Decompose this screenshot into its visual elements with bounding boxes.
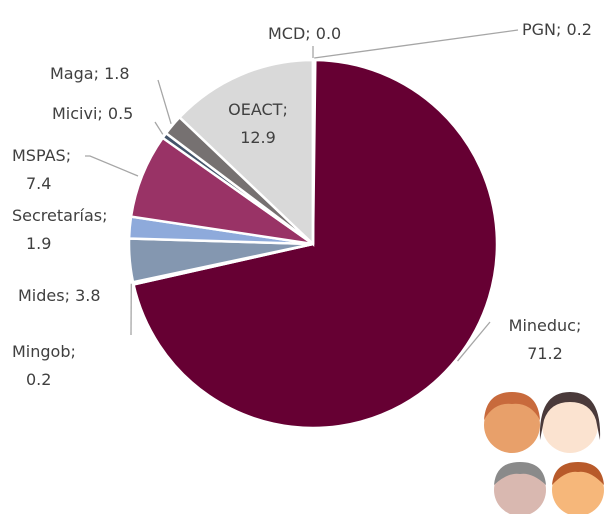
data-label: Mides; 3.8: [18, 286, 101, 305]
leader-line: [457, 321, 491, 362]
value-label: 7.4: [26, 174, 51, 193]
category-label: MCD: [268, 24, 305, 43]
category-label: Secretarías: [12, 206, 102, 225]
value-label: 3.8: [75, 286, 100, 305]
data-label: Mingob; 0.2: [12, 342, 76, 389]
data-label: Micivi; 0.5: [52, 104, 133, 123]
data-label: Maga; 1.8: [50, 64, 130, 83]
category-label: Mides: [18, 286, 65, 305]
category-label: PGN: [522, 20, 556, 39]
category-label: Micivi: [52, 104, 97, 123]
data-label: PGN; 0.2: [522, 20, 592, 39]
slice: [177, 58, 315, 247]
data-label: Mineduc; 71.2: [509, 316, 582, 363]
value-label: 0.2: [26, 370, 51, 389]
leader-line: [154, 121, 164, 135]
value-label: 0.2: [567, 20, 592, 39]
category-label: MSPAS: [12, 146, 66, 165]
people-icon: [484, 392, 604, 514]
value-label: 1.9: [26, 234, 51, 253]
value-label: 0.0: [316, 24, 341, 43]
value-label: 71.2: [527, 344, 563, 363]
value-label: 12.9: [240, 128, 276, 147]
leader-line: [85, 155, 139, 177]
value-label: 0.5: [108, 104, 133, 123]
category-label: Mineduc: [509, 316, 576, 335]
value-label: 1.8: [104, 64, 129, 83]
slice: [132, 58, 499, 430]
category-label: Mingob: [12, 342, 71, 361]
leader-line: [157, 79, 172, 124]
leader-line: [314, 29, 519, 59]
data-label: Secretarías; 1.9: [12, 206, 108, 253]
data-label: MSPAS; 7.4: [12, 146, 71, 193]
category-label: OEACT: [228, 100, 283, 119]
data-label: MCD; 0.0: [268, 24, 341, 43]
category-label: Maga: [50, 64, 94, 83]
